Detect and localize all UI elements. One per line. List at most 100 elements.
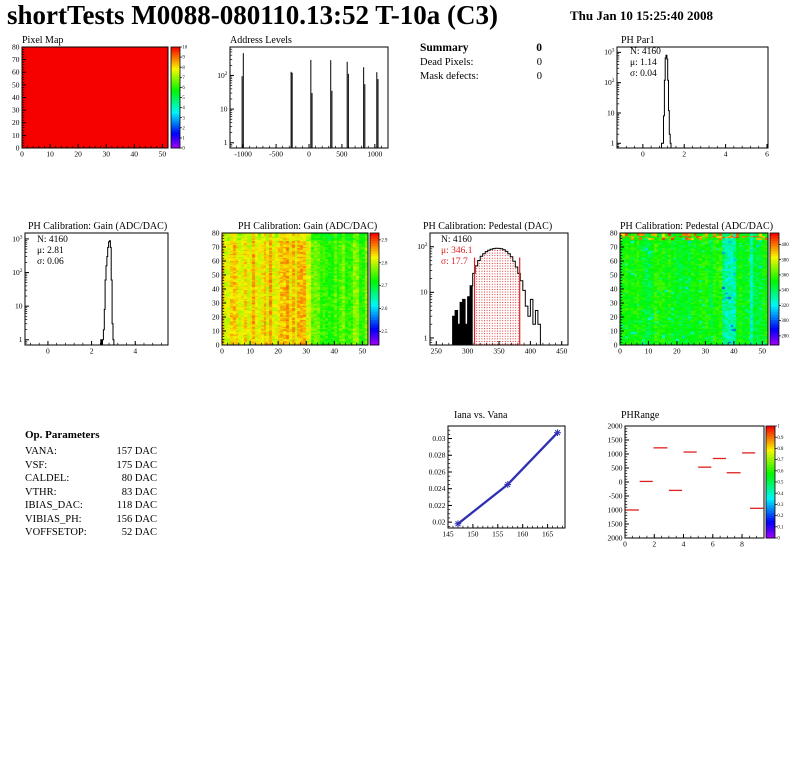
svg-text:70: 70 <box>12 55 20 64</box>
svg-text:0: 0 <box>614 340 618 349</box>
pedestal-map-title: PH Calibration: Pedestal (ADC/DAC) <box>620 221 774 232</box>
svg-text:60: 60 <box>610 256 618 265</box>
svg-text:10: 10 <box>610 326 618 335</box>
svg-text:102: 102 <box>604 78 615 87</box>
svg-text:320: 320 <box>781 304 789 309</box>
svg-text:0.028: 0.028 <box>429 451 446 460</box>
svg-text:50: 50 <box>610 270 618 279</box>
svg-text:145: 145 <box>442 530 454 539</box>
svg-text:30: 30 <box>302 347 310 356</box>
svg-text:4: 4 <box>133 347 137 356</box>
svg-text:40: 40 <box>730 347 738 356</box>
summary-header: Summary 0 <box>420 42 542 54</box>
pedestal-map-canvas <box>620 233 768 345</box>
svg-text:300: 300 <box>462 347 474 356</box>
svg-text:2.8: 2.8 <box>381 261 388 266</box>
svg-text:280: 280 <box>781 334 789 339</box>
svg-text:0.024: 0.024 <box>429 484 446 493</box>
svg-text:-500: -500 <box>609 491 623 500</box>
svg-text:155: 155 <box>492 530 504 539</box>
svg-text:10: 10 <box>420 288 428 297</box>
summary-title: Summary <box>420 42 469 54</box>
summary-value: 0 <box>536 42 542 54</box>
stat-line: σ: 17.7 <box>441 257 468 267</box>
svg-text:10: 10 <box>607 108 615 117</box>
svg-text:6: 6 <box>765 150 769 159</box>
svg-text:400: 400 <box>781 243 789 248</box>
svg-text:50: 50 <box>212 270 220 279</box>
ph-range-title: PHRange <box>621 410 660 421</box>
op-param-label: IBIAS_DAC: <box>25 500 83 511</box>
svg-text:0.1: 0.1 <box>777 525 784 530</box>
svg-text:1: 1 <box>611 139 615 148</box>
svg-text:6: 6 <box>711 540 715 549</box>
svg-text:0: 0 <box>16 143 20 152</box>
svg-text:400: 400 <box>525 347 537 356</box>
svg-text:20: 20 <box>212 312 220 321</box>
svg-text:4: 4 <box>724 150 728 159</box>
ph-par1-stats: N: 4160 μ: 1.14 σ: 0.04 <box>630 47 661 80</box>
op-param-row: VSF: 175 DAC <box>25 459 157 473</box>
address-levels-chart: -1000 -500 0 500 1000 1 10 102 <box>217 46 389 159</box>
gain-hist-chart: 0 2 4 1 10 102 103 <box>12 232 169 356</box>
svg-text:20: 20 <box>74 150 82 159</box>
stat-line: σ: 0.06 <box>37 257 64 267</box>
svg-text:103: 103 <box>12 234 23 243</box>
svg-text:0.4: 0.4 <box>777 492 784 497</box>
stat-line: μ: 1.14 <box>630 58 657 68</box>
svg-text:5: 5 <box>182 96 185 101</box>
summary-row-dead-pixels: Dead Pixels: 0 <box>420 57 542 68</box>
op-param-label: VIBIAS_PH: <box>25 513 82 525</box>
svg-text:0: 0 <box>216 340 220 349</box>
svg-text:10: 10 <box>12 131 20 140</box>
svg-text:160: 160 <box>517 530 529 539</box>
svg-text:2000: 2000 <box>608 533 623 542</box>
pixel-map-canvas <box>22 47 168 148</box>
svg-text:60: 60 <box>212 256 220 265</box>
op-param-label: CALDEL: <box>25 473 70 484</box>
svg-text:500: 500 <box>336 150 348 159</box>
op-param-label: VSF: <box>25 459 48 471</box>
svg-text:50: 50 <box>159 150 167 159</box>
svg-text:10: 10 <box>182 46 187 51</box>
svg-text:20: 20 <box>610 312 618 321</box>
svg-text:0.022: 0.022 <box>429 501 446 510</box>
svg-text:10: 10 <box>220 105 228 114</box>
op-param-label: VTHR: <box>25 486 57 498</box>
stat-line: N: 4160 <box>630 47 661 57</box>
svg-text:50: 50 <box>359 347 367 356</box>
svg-text:8: 8 <box>182 66 185 71</box>
svg-text:50: 50 <box>12 80 20 89</box>
svg-text:80: 80 <box>610 228 618 237</box>
svg-text:250: 250 <box>431 347 443 356</box>
op-param-value: 175 DAC <box>116 459 157 471</box>
op-param-value: 156 DAC <box>116 513 157 525</box>
svg-text:70: 70 <box>610 242 618 251</box>
op-param-label: VOFFSETOP: <box>25 527 87 538</box>
svg-text:2000: 2000 <box>608 421 623 430</box>
svg-text:0: 0 <box>307 150 311 159</box>
timestamp: Thu Jan 10 15:25:40 2008 <box>570 8 714 23</box>
svg-text:0: 0 <box>46 347 50 356</box>
svg-text:6: 6 <box>182 86 185 91</box>
op-param-value: 118 DAC <box>116 500 157 511</box>
svg-text:10: 10 <box>212 326 220 335</box>
svg-text:0: 0 <box>777 537 780 542</box>
op-param-value: 83 DAC <box>121 486 157 498</box>
pixel-map-chart: 0 10 20 30 40 50 0 10 20 30 40 50 60 70 80 0 1 2 3 4 5 6 7 8 9 10 <box>12 42 188 158</box>
svg-text:2.7: 2.7 <box>381 284 388 289</box>
address-levels-title: Address Levels <box>230 35 292 46</box>
svg-text:30: 30 <box>12 106 20 115</box>
svg-text:150: 150 <box>467 530 479 539</box>
op-param-value: 157 DAC <box>116 446 157 457</box>
svg-text:1000: 1000 <box>367 150 382 159</box>
svg-text:20: 20 <box>12 118 20 127</box>
svg-text:20: 20 <box>274 347 282 356</box>
summary-row-mask-defects: Mask defects: 0 <box>420 71 542 82</box>
summary-panel: Summary 0 Dead Pixels: 0 Mask defects: 0 <box>420 42 542 85</box>
op-param-row: VOFFSETOP: 52 DAC <box>25 526 157 540</box>
svg-text:0.6: 0.6 <box>777 469 784 474</box>
pedestal-hist-stats: N: 4160 μ: 346.1 σ: 17.7 <box>441 235 472 268</box>
svg-text:0: 0 <box>619 477 623 486</box>
